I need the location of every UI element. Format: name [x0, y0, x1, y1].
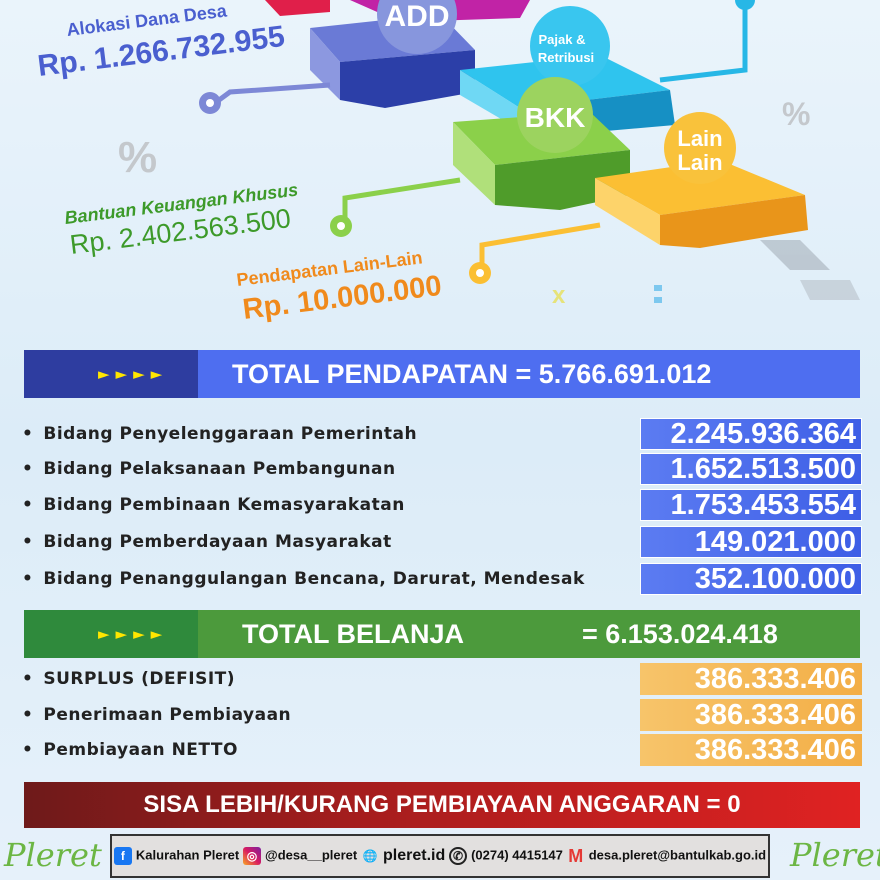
total-belanja-bar: ►►►► TOTAL BELANJA = 6.153.024.418 — [24, 610, 860, 658]
instagram-link[interactable]: ◎ @desa__pleret — [243, 847, 357, 865]
total-pendapatan-bar: ►►►► TOTAL PENDAPATAN = 5.766.691.012 — [24, 350, 860, 398]
percent-decor: % — [782, 96, 810, 132]
value-box: 2.245.936.364 — [640, 418, 862, 450]
list-item: Bidang Penanggulangan Bencana, Darurat, … — [22, 563, 862, 595]
lain-block-top — [595, 160, 805, 215]
background-decor — [760, 240, 860, 300]
phone-link[interactable]: ✆ (0274) 4415147 — [449, 847, 563, 865]
svg-text:Retribusi: Retribusi — [538, 50, 594, 65]
value-box: 352.100.000 — [640, 563, 862, 595]
facebook-link[interactable]: f Kalurahan Pleret — [113, 847, 239, 865]
arrows-icon: ►►►► — [24, 350, 198, 398]
contact-footer: f Kalurahan Pleret ◎ @desa__pleret 🌐 pleret… — [110, 834, 770, 878]
website-link[interactable]: 🌐 pleret.id — [362, 847, 446, 865]
svg-text:Lain: Lain — [677, 150, 722, 175]
value-box: 1.652.513.500 — [640, 453, 862, 485]
sisa-banner: SISA LEBIH/KURANG PEMBIAYAAN ANGGARAN = … — [24, 782, 860, 828]
red-block — [265, 0, 330, 16]
svg-text:Lain: Lain — [677, 126, 722, 151]
list-item: Bidang Pembinaan Kemasyarakatan1.753.453… — [22, 489, 862, 521]
svg-text:ADD: ADD — [385, 0, 450, 33]
list-item: Bidang Pemberdayaan Masyarakat149.021.00… — [22, 526, 862, 558]
bkk-circle: BKK — [517, 77, 593, 153]
value-box: 386.333.406 — [640, 734, 862, 766]
value-box: 1.753.453.554 — [640, 489, 862, 521]
svg-text:BKK: BKK — [525, 102, 586, 133]
pajak-circle: Pajak & Retribusi — [530, 6, 610, 86]
globe-icon: 🌐 — [362, 848, 378, 863]
pleret-logo: Pleret — [4, 836, 102, 874]
list-item: Bidang Pelaksanaan Pembangunan1.652.513.… — [22, 453, 862, 485]
add-circle: ADD — [377, 0, 457, 54]
gmail-icon: M — [568, 845, 584, 866]
value-box: 386.333.406 — [640, 699, 862, 731]
svg-text:x: x — [552, 282, 566, 309]
value-box: 386.333.406 — [640, 663, 862, 695]
facebook-icon: f — [113, 847, 132, 865]
list-item: Bidang Penyelenggaraan Pemerintah2.245.9… — [22, 418, 862, 450]
list-item: SURPLUS (DEFISIT)386.333.406 — [22, 663, 862, 695]
arrows-icon: ►►►► — [24, 610, 198, 658]
value-box: 149.021.000 — [640, 526, 862, 558]
total-pendapatan-label: TOTAL PENDAPATAN = 5.766.691.012 — [198, 350, 860, 398]
instagram-icon: ◎ — [243, 847, 262, 865]
total-belanja-value: = 6.153.024.418 — [582, 618, 778, 649]
svg-text:Pajak &: Pajak & — [539, 32, 586, 47]
percent-decor: % — [118, 133, 157, 182]
pleret-logo: Pleret — [790, 836, 880, 874]
phone-icon: ✆ — [449, 847, 468, 865]
total-belanja-label: TOTAL BELANJA — [242, 618, 465, 649]
